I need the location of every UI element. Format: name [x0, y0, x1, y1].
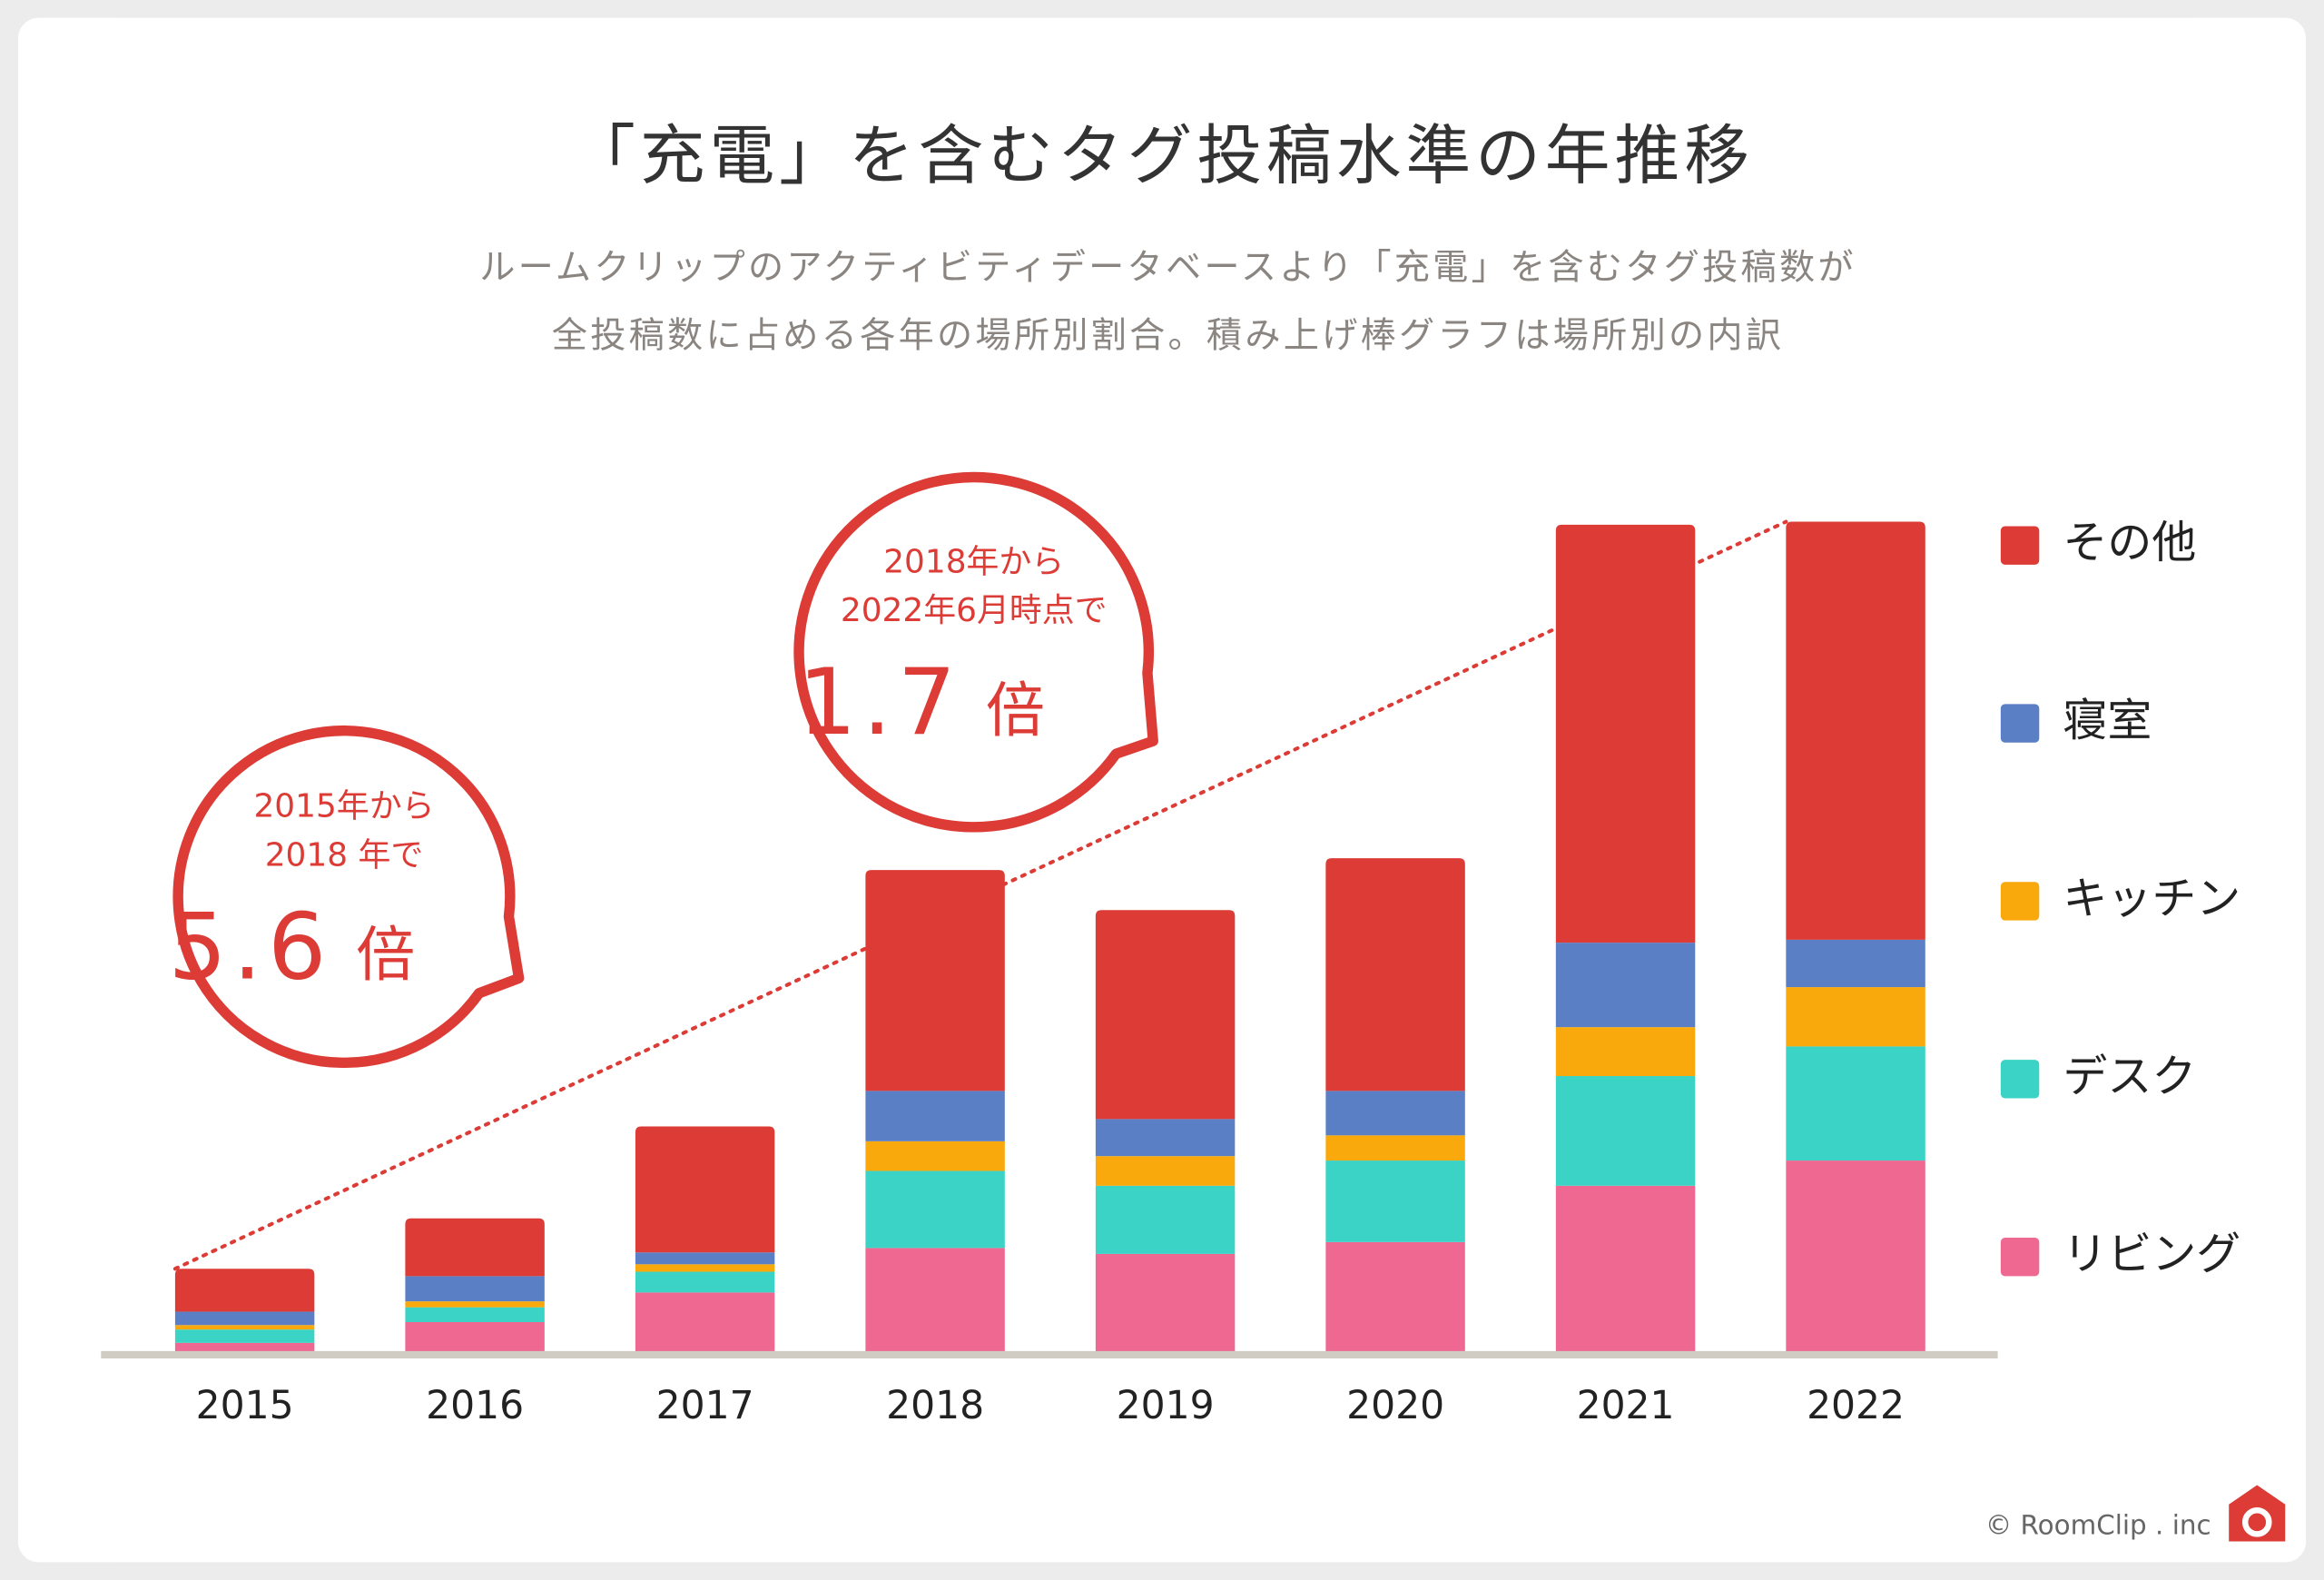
bar-segment — [1095, 910, 1236, 1120]
bar-segment — [1325, 1160, 1465, 1242]
x-tick-label: 2021 — [1577, 1384, 1675, 1428]
bar-segment — [1555, 1076, 1696, 1186]
bar-segment — [1095, 1156, 1236, 1186]
legend-swatch — [2000, 1060, 2040, 1099]
legend-swatch — [2000, 1237, 2040, 1277]
bar-segment — [174, 1329, 315, 1343]
bar-segment — [405, 1218, 545, 1277]
callout-value: 1.7 — [798, 648, 962, 755]
legend-label: キッチン — [2063, 873, 2240, 924]
credit: © RoomClip . inc — [1985, 1510, 2211, 1541]
bar-segment — [635, 1292, 775, 1352]
legend-swatch — [2000, 526, 2040, 565]
bar-segment — [174, 1269, 315, 1312]
legend-label: リビング — [2063, 1229, 2240, 1280]
legend-label: その他 — [2063, 517, 2196, 568]
legend-label: 寝室 — [2063, 695, 2152, 746]
callout-bubble — [793, 471, 1158, 833]
bar-segment — [1325, 858, 1465, 1091]
bar-segment — [174, 1342, 315, 1352]
callout-bubble — [172, 726, 525, 1068]
x-tick-label: 2017 — [656, 1384, 754, 1428]
bar-segment — [1325, 1135, 1465, 1161]
bar-segment — [1325, 1091, 1465, 1136]
bar-segment — [865, 870, 1005, 1091]
callout-text: 2022年6月時点で — [841, 592, 1108, 629]
subtitle: 全投稿数に占める各年の場所別割合。積み上げ棒グラフは場所別の内訳 — [552, 316, 1784, 357]
bar-segment — [865, 1170, 1005, 1249]
x-tick-label: 2020 — [1346, 1384, 1444, 1428]
bar-segment — [635, 1264, 775, 1272]
logo — [2229, 1485, 2286, 1542]
callout-text: 2018年から — [883, 543, 1064, 580]
callout: 2015年から 2018 年で 5.6 倍 — [168, 726, 525, 1068]
callout-text: 2015年から — [253, 788, 434, 825]
callout: 2018年から 2022年6月時点で 1.7 倍 — [793, 471, 1158, 833]
bar-segment — [1095, 1119, 1236, 1157]
bar-segment — [1095, 1253, 1236, 1352]
bar-segment — [1325, 1241, 1465, 1352]
card — [17, 17, 2307, 1563]
bar-segment — [865, 1248, 1005, 1352]
subtitle: ルームクリップのアクティビティデータベースより「充電」を含むタグ投稿数が — [479, 248, 1856, 289]
bar-segment — [405, 1321, 545, 1352]
bar-segment — [1786, 521, 1925, 940]
bar-segment — [1555, 524, 1696, 943]
x-tick-label: 2015 — [196, 1384, 294, 1428]
callout-value: 5.6 — [168, 893, 332, 1000]
bar-segment — [174, 1325, 315, 1330]
bar-segment — [1095, 1185, 1236, 1254]
bar-segment — [405, 1307, 545, 1322]
x-tick-label: 2019 — [1117, 1384, 1215, 1428]
bar-segment — [635, 1126, 775, 1253]
bar-segment — [1555, 943, 1696, 1028]
bar-segment — [1786, 987, 1925, 1047]
legend-swatch — [2000, 882, 2040, 921]
bar-segment — [635, 1271, 775, 1293]
bar-segment — [405, 1301, 545, 1308]
x-tick-label: 2016 — [426, 1384, 524, 1428]
legend-swatch — [2000, 704, 2040, 743]
legend-label: デスク — [2063, 1051, 2196, 1102]
bar-segment — [865, 1091, 1005, 1141]
chart-title: 「充電」を含むタグ投稿水準の年推移 — [570, 117, 1754, 193]
bar-segment — [1786, 1046, 1925, 1161]
bar-segment — [1786, 1160, 1925, 1352]
bar-segment — [865, 1141, 1005, 1171]
callout-unit: 倍 — [986, 676, 1045, 746]
x-tick-label: 2018 — [886, 1384, 984, 1428]
callout-text: 2018 年で — [265, 836, 424, 874]
bar-segment — [174, 1311, 315, 1326]
bar-segment — [635, 1252, 775, 1265]
bar-segment — [1555, 1185, 1696, 1352]
callout-unit: 倍 — [356, 921, 415, 990]
bar-segment — [1555, 1027, 1696, 1077]
bar-segment — [1786, 939, 1925, 988]
x-tick-label: 2022 — [1807, 1384, 1905, 1428]
bar-segment — [405, 1276, 545, 1302]
